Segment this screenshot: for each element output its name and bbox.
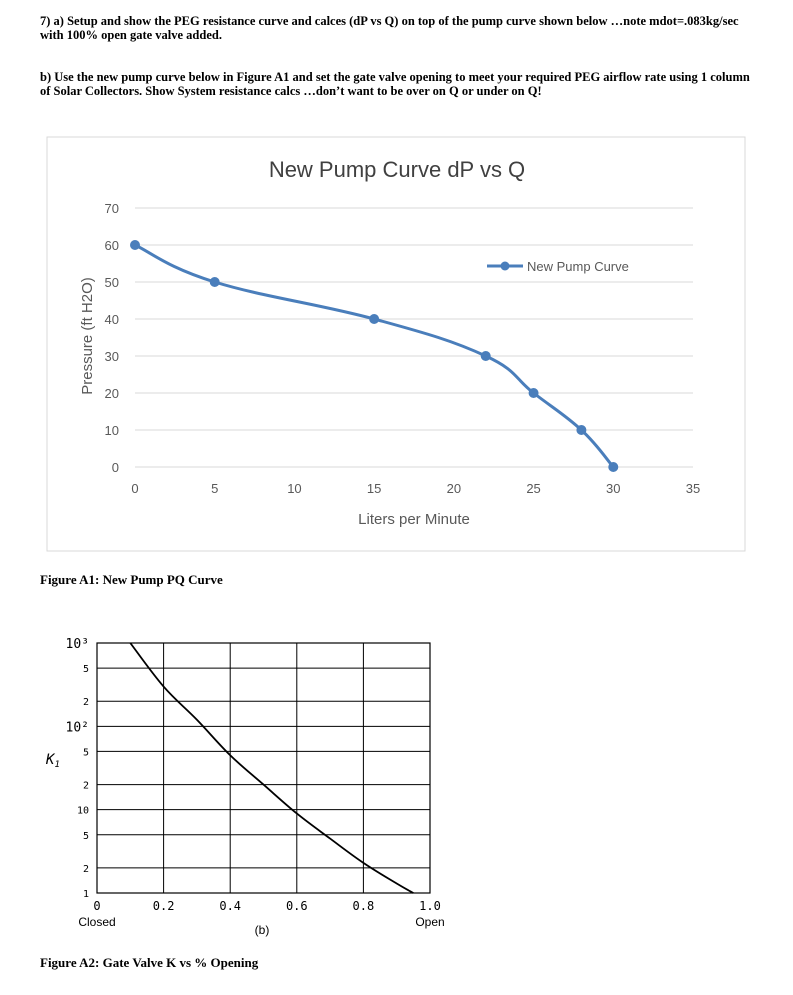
y-tick-label: 2 xyxy=(83,781,89,792)
x-tick-label: 20 xyxy=(447,481,461,496)
figure-a2-caption: Figure A2: Gate Valve K vs % Opening xyxy=(40,955,259,970)
k-vs-opening-curve xyxy=(129,642,414,894)
chart-title: New Pump Curve dP vs Q xyxy=(269,157,525,182)
y-tick-label: 5 xyxy=(83,664,89,675)
x-tick-label: 0.4 xyxy=(219,899,241,913)
y-tick-label: 30 xyxy=(105,349,119,364)
data-point xyxy=(369,314,380,324)
y-tick-label: 40 xyxy=(105,312,119,327)
x-tick-label: 0.2 xyxy=(153,899,175,913)
data-point xyxy=(209,277,220,287)
y-tick-label: 10³ xyxy=(66,637,89,652)
x-tick-label: 0.6 xyxy=(286,899,308,913)
x-tick-label: 1.0 xyxy=(419,899,441,913)
legend: New Pump Curve xyxy=(487,259,629,274)
question-part-b: b) Use the new pump curve below in Figur… xyxy=(40,70,750,98)
k1-axis-label: K1 xyxy=(45,752,60,770)
x-tick-label: 0 xyxy=(131,481,138,496)
y-tick-label: 10 xyxy=(77,806,89,817)
y-tick-label: 20 xyxy=(105,386,119,401)
y-tick-label: 10² xyxy=(66,720,89,735)
y-tick-label: 2 xyxy=(83,864,89,875)
x-axis-label: Liters per Minute xyxy=(358,511,470,528)
data-point xyxy=(608,462,619,472)
x-tick-label: 10 xyxy=(287,481,301,496)
data-point xyxy=(576,425,587,435)
open-label: Open xyxy=(415,915,444,929)
legend-marker xyxy=(500,261,510,271)
y-tick-label: 70 xyxy=(105,201,119,216)
x-tick-label: 0 xyxy=(93,899,100,913)
chart-frame xyxy=(46,136,746,552)
closed-label: Closed xyxy=(78,915,115,929)
y-tick-label: 2 xyxy=(83,697,89,708)
x-tick-label: 5 xyxy=(211,481,218,496)
x-tick-label: 0.8 xyxy=(353,899,375,913)
y-tick-label: 10 xyxy=(105,423,119,438)
y-tick-label: 60 xyxy=(105,238,119,253)
panel-b-label: (b) xyxy=(255,923,270,937)
x-tick-label: 30 xyxy=(606,481,620,496)
question-part-a: 7) a) Setup and show the PEG resistance … xyxy=(40,14,739,42)
y-axis-label: Pressure (ft H2O) xyxy=(79,277,96,395)
pump-curve-chart: New Pump Curve dP vs Q 0 10 20 30 40 50 60 70 0… xyxy=(46,136,746,552)
data-point xyxy=(528,388,539,398)
y-tick-label: 5 xyxy=(83,747,89,758)
y-tick-label: 0 xyxy=(112,460,119,475)
data-point xyxy=(130,240,140,250)
y-tick-label: 5 xyxy=(83,831,89,842)
x-tick-label: 15 xyxy=(367,481,381,496)
plot-frame xyxy=(96,642,431,894)
data-point xyxy=(480,351,491,361)
figure-a1-caption: Figure A1: New Pump PQ Curve xyxy=(40,572,223,587)
x-tick-label: 25 xyxy=(526,481,540,496)
legend-label: New Pump Curve xyxy=(527,259,629,274)
y-tick-label: 50 xyxy=(105,275,119,290)
y-tick-label: 1 xyxy=(83,889,89,900)
x-tick-label: 35 xyxy=(686,481,700,496)
